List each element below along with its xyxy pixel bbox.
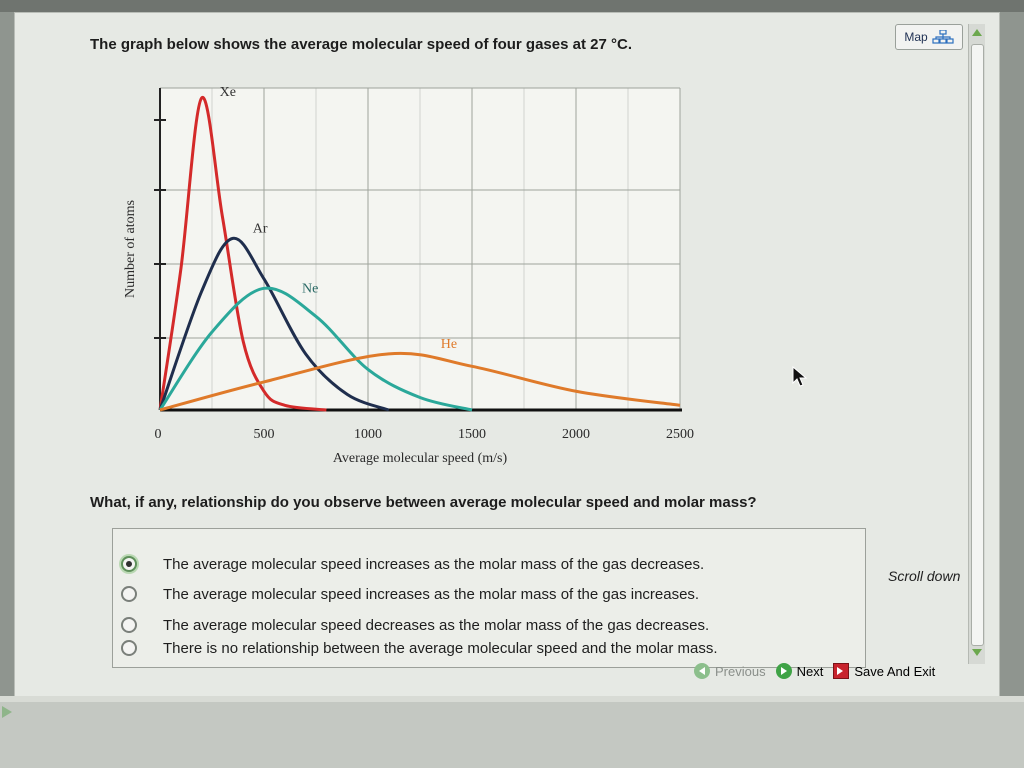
bottom-frame-edge (0, 696, 1024, 702)
answer-option-2[interactable]: The average molecular speed increases as… (121, 581, 861, 607)
next-label: Next (796, 663, 824, 679)
map-button[interactable]: Map (895, 24, 963, 50)
next-arrow-icon (775, 663, 792, 679)
curve-ar (158, 236, 390, 412)
x-tick-label: 0 (155, 427, 162, 442)
x-tick-label: 2000 (562, 427, 590, 442)
chart-curves: Xe Ar Ne He (158, 85, 681, 412)
y-axis-title: Number of atoms (123, 200, 138, 298)
radio-button-1[interactable] (121, 556, 137, 572)
map-button-label: Map (904, 30, 928, 44)
scroll-up-arrow-icon[interactable] (969, 24, 985, 40)
scroll-thumb[interactable] (971, 44, 984, 646)
question-title: The graph below shows the average molecu… (90, 36, 632, 53)
navigation-bar: Previous Next Save And Exit (694, 658, 984, 684)
bottom-frame (0, 696, 1024, 768)
answer-options: The average molecular speed increases as… (112, 528, 866, 668)
top-frame-bar (0, 0, 1024, 12)
exit-door-icon (833, 663, 850, 679)
radio-selected-dot (126, 561, 132, 567)
answer-option-text: The average molecular speed increases as… (163, 585, 700, 603)
curve-label-he: He (441, 337, 457, 352)
answer-option-1[interactable]: The average molecular speed increases as… (121, 551, 861, 577)
answer-option-text: There is no relationship between the ave… (163, 639, 718, 657)
next-button[interactable]: Next (775, 663, 824, 679)
x-tick-label: 500 (254, 427, 275, 442)
x-tick-label: 2500 (666, 427, 694, 442)
radio-button-4[interactable] (121, 640, 137, 656)
answer-option-text: The average molecular speed increases as… (163, 555, 705, 573)
x-tick-labels: 0 500 1000 1500 2000 2500 (155, 427, 695, 442)
mouse-cursor-icon (792, 366, 808, 387)
side-arrow-icon (2, 706, 12, 718)
curve-he (159, 351, 681, 412)
map-hierarchy-icon (932, 30, 954, 44)
curve-label-ne: Ne (302, 281, 318, 296)
curve-label-xe: Xe (220, 85, 236, 100)
radio-button-2[interactable] (121, 586, 137, 602)
answer-option-3[interactable]: The average molecular speed decreases as… (121, 612, 861, 638)
save-and-exit-label: Save And Exit (854, 663, 936, 679)
scroll-down-hint: Scroll down (888, 568, 961, 584)
curve-ne (158, 286, 473, 412)
previous-button[interactable]: Previous (694, 663, 766, 679)
answer-option-text: The average molecular speed decreases as… (163, 616, 710, 634)
save-and-exit-button[interactable]: Save And Exit (833, 663, 935, 679)
radio-button-3[interactable] (121, 617, 137, 633)
vertical-scrollbar[interactable] (968, 24, 985, 664)
x-tick-label: 1500 (458, 427, 486, 442)
x-tick-label: 1000 (354, 427, 382, 442)
speed-distribution-chart: Xe Ar Ne He 0 500 1000 1500 2000 2500 Average mo… (123, 85, 695, 466)
curve-xe (158, 96, 327, 412)
previous-label: Previous (715, 663, 766, 679)
previous-arrow-icon (694, 663, 710, 679)
answer-option-4[interactable]: There is no relationship between the ave… (121, 635, 861, 661)
question-prompt: What, if any, relationship do you observ… (90, 494, 757, 511)
x-axis-title: Average molecular speed (m/s) (333, 451, 508, 466)
curve-label-ar: Ar (253, 221, 268, 236)
